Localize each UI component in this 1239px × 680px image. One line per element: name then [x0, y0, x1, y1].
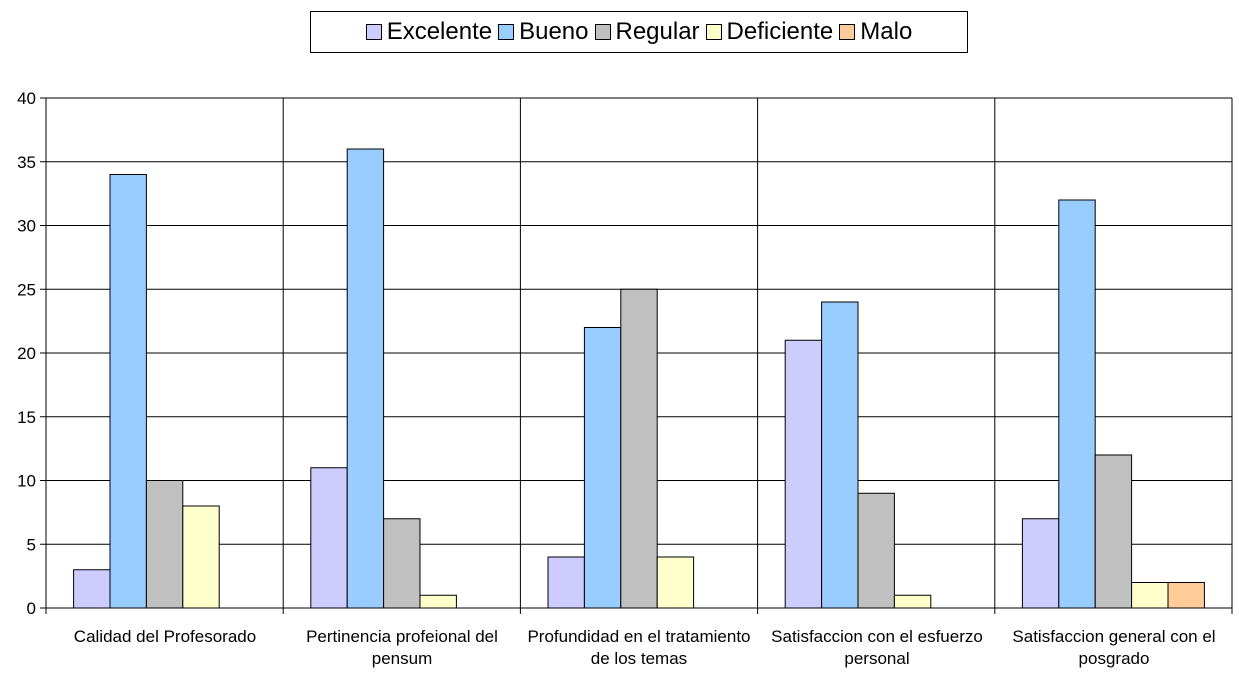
- bar: [620, 288, 658, 609]
- y-tick-label: 15: [17, 408, 36, 427]
- bar: [346, 148, 385, 609]
- y-tick-label: 40: [17, 89, 36, 108]
- category-label: Profundidad en el tratamiento de los tem…: [527, 627, 751, 668]
- bar: [73, 569, 111, 609]
- y-tick-label: 35: [17, 153, 36, 172]
- y-tick-label: 30: [17, 217, 36, 236]
- bar: [583, 327, 622, 609]
- legend-label-regular: Regular: [615, 18, 700, 45]
- bar: [1021, 518, 1060, 609]
- legend-label-excelente: Excelente: [386, 18, 493, 45]
- bar: [547, 556, 585, 609]
- bar: [821, 301, 859, 609]
- legend-label-malo: Malo: [860, 18, 913, 45]
- bar: [310, 467, 348, 609]
- y-tick-label: 5: [27, 535, 36, 554]
- bar: [893, 594, 932, 609]
- bar: [383, 518, 421, 609]
- y-tick-label: 20: [17, 344, 36, 363]
- y-tick-label: 25: [17, 280, 36, 299]
- bar: [182, 505, 220, 609]
- bar: [1131, 582, 1169, 609]
- legend-item-malo: Malo: [839, 18, 912, 46]
- legend-label-bueno: Bueno: [519, 18, 589, 45]
- bar: [419, 594, 457, 609]
- legend-swatch-bueno: [498, 24, 515, 40]
- y-tick-label: 10: [17, 472, 36, 491]
- category-label: Satisfaccion general con el posgrado: [1012, 627, 1216, 668]
- bar: [1167, 582, 1205, 609]
- bar: [784, 339, 823, 609]
- legend: Excelente Bueno Regular Deficiente Malo: [310, 11, 968, 53]
- legend-item-bueno: Bueno: [498, 18, 589, 46]
- legend-swatch-excelente: [365, 24, 382, 40]
- y-tick-label: 0: [27, 599, 36, 618]
- bar-chart: 0 5 10 15 20 25 30 35 40: [17, 89, 1233, 618]
- bar: [145, 480, 184, 609]
- legend-swatch-deficiente: [705, 24, 722, 40]
- legend-swatch-regular: [594, 24, 611, 40]
- bar: [1058, 199, 1096, 609]
- legend-swatch-malo: [839, 24, 856, 40]
- bar: [109, 174, 147, 609]
- bar: [656, 556, 695, 609]
- legend-item-regular: Regular: [594, 18, 700, 46]
- bar: [1094, 454, 1133, 609]
- legend-item-excelente: Excelente: [365, 18, 493, 46]
- category-label: Pertinencia profeional del pensum: [306, 627, 498, 668]
- category-label: Satisfaccion con el esfuerzo personal: [771, 627, 983, 668]
- legend-item-deficiente: Deficiente: [705, 18, 834, 46]
- category-label: Calidad del Profesorado: [73, 627, 257, 646]
- legend-label-deficiente: Deficiente: [726, 18, 834, 45]
- bar: [857, 492, 895, 609]
